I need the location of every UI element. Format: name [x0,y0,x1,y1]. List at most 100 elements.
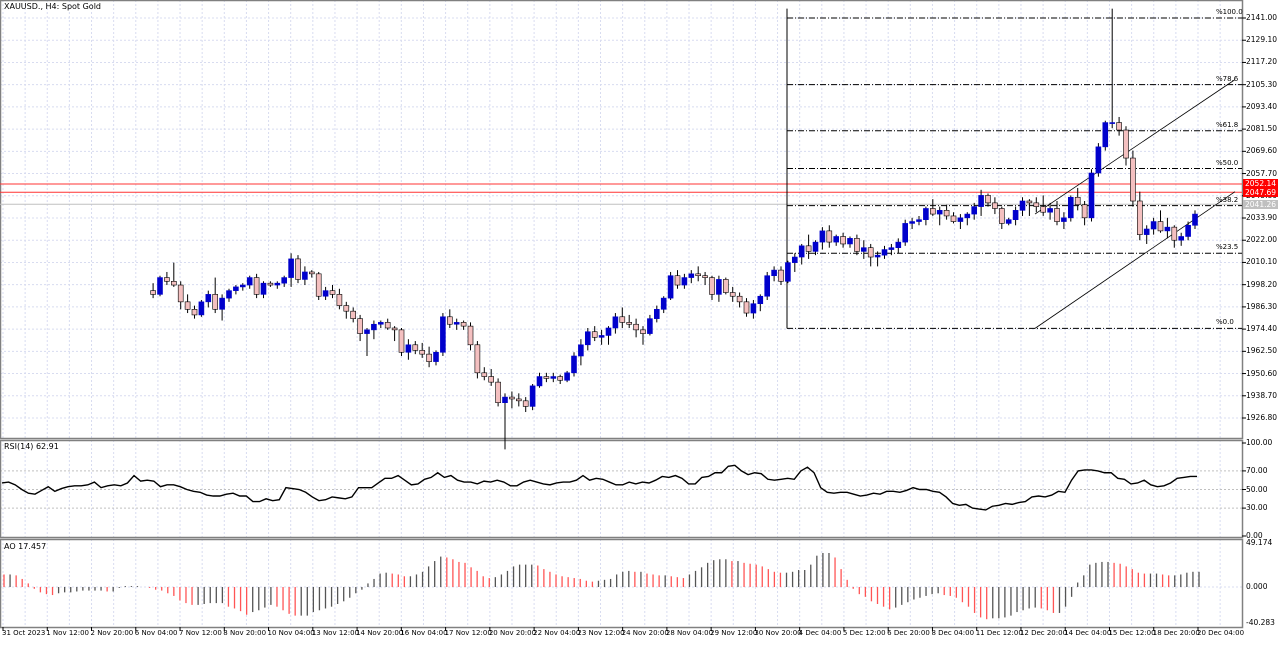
bullish-candle [1019,200,1026,211]
time-axis-label: 12 Dec 20:00 [1019,629,1068,637]
bullish-candle [847,238,853,245]
bearish-candle [1081,204,1088,219]
bearish-candle [481,372,488,377]
bearish-candle [778,269,784,282]
time-axis-label: 20 Nov 20:00 [488,629,537,637]
bearish-candle [992,202,998,209]
bullish-candle [881,249,888,256]
bearish-candle [736,295,743,303]
bearish-candle [840,236,846,245]
channel-lower-line [1034,191,1236,329]
bearish-candle [1026,200,1033,204]
bullish-candle [219,297,225,310]
bearish-candle [867,247,874,258]
rsi-axis-label: 50.00 [1246,484,1268,494]
ao-label: AO 17.457 [4,542,47,551]
bullish-candle [1143,228,1150,235]
bullish-candle [1164,226,1171,232]
bullish-candle [750,303,757,314]
ao-axis-label: -40.283 [1246,618,1275,628]
time-axis-label: 10 Nov 04:00 [267,629,315,637]
bearish-candle [495,381,501,403]
time-axis-label: 1 Nov 12:00 [46,629,89,637]
bullish-candle [536,376,543,387]
price-axis-label: 1962.50 [1246,346,1278,356]
bearish-candle [315,273,322,297]
bullish-candle [598,335,605,338]
bullish-candle [902,223,909,243]
bullish-candle [681,277,688,286]
time-axis-label: 31 Oct 2023 [2,629,46,637]
rsi-axis-label: 0.00 [1246,531,1263,540]
rsi-label: RSI(14) 62.91 [4,442,59,451]
bearish-candle [1130,157,1136,202]
bearish-candle [702,275,708,278]
time-axis-label: 23 Nov 12:00 [577,629,625,637]
time-axis-label: 6 Dec 20:00 [887,629,930,637]
time-axis-label: 22 Nov 04:00 [533,629,581,637]
bearish-candle [805,245,812,252]
time-axis-label: 30 Nov 20:00 [754,629,802,637]
bearish-candle [1074,196,1081,206]
rsi-line [1,464,1197,511]
bullish-candle [433,351,439,362]
bullish-candle [923,208,929,220]
bearish-candle [253,277,260,295]
bullish-candle [274,282,281,286]
bearish-candle [633,323,639,331]
price-axis-label: 1938.70 [1246,390,1278,400]
time-axis-label: 14 Dec 04:00 [1064,629,1112,637]
time-axis-label: 20 Dec 04:00 [1197,629,1245,637]
price-axis-label: 2022.00 [1246,235,1278,245]
bearish-candle [191,309,198,316]
bullish-candle [1012,210,1019,220]
bullish-candle [1095,146,1102,174]
bullish-candle [957,217,964,222]
bullish-candle [1088,172,1095,219]
bearish-candle [543,376,550,379]
bearish-candle [509,396,515,400]
bullish-candle [964,213,971,219]
panel-border [0,538,1244,629]
bullish-candle [529,385,536,407]
bearish-candle [743,301,750,314]
time-axis-label: 24 Nov 20:00 [621,629,669,637]
bullish-candle [888,247,895,250]
panel-border [0,0,1244,440]
bearish-candle [467,325,474,346]
bearish-candle [212,294,218,310]
bullish-candle [916,219,922,222]
bullish-candle [909,221,915,224]
bearish-candle [343,305,350,312]
bullish-candle [571,355,577,374]
time-axis-label: 18 Dec 20:00 [1152,629,1200,637]
bullish-candle [798,245,805,258]
bullish-candle [246,277,253,286]
bullish-candle [198,301,205,316]
bearish-candle [171,281,177,286]
bearish-candle [308,271,315,275]
bearish-candle [357,318,363,334]
price-axis-label: 2117.20 [1246,57,1278,67]
bullish-candle [302,271,308,280]
bullish-candle [874,254,881,258]
bearish-candle [177,284,184,303]
resistance-price-tag: 2047.69 [1243,187,1279,197]
bearish-candle [267,282,274,286]
rsi-axis-label: 100.00 [1246,438,1273,447]
fibonacci-level-label: %23.5 [1216,243,1239,252]
bullish-candle [791,256,798,263]
price-axis-label: 1998.20 [1246,279,1278,289]
time-axis-label: 28 Nov 04:00 [665,629,714,637]
bearish-candle [985,195,991,204]
bearish-candle [950,215,957,222]
price-axis-label: 2141.00 [1246,13,1278,22]
bearish-candle [1137,200,1143,235]
price-axis-label: 2033.90 [1246,213,1278,222]
bearish-candle [336,294,343,306]
channel-upper-line [1034,79,1236,215]
bearish-candle [412,344,419,351]
fibonacci-level-label: %61.8 [1216,120,1239,129]
